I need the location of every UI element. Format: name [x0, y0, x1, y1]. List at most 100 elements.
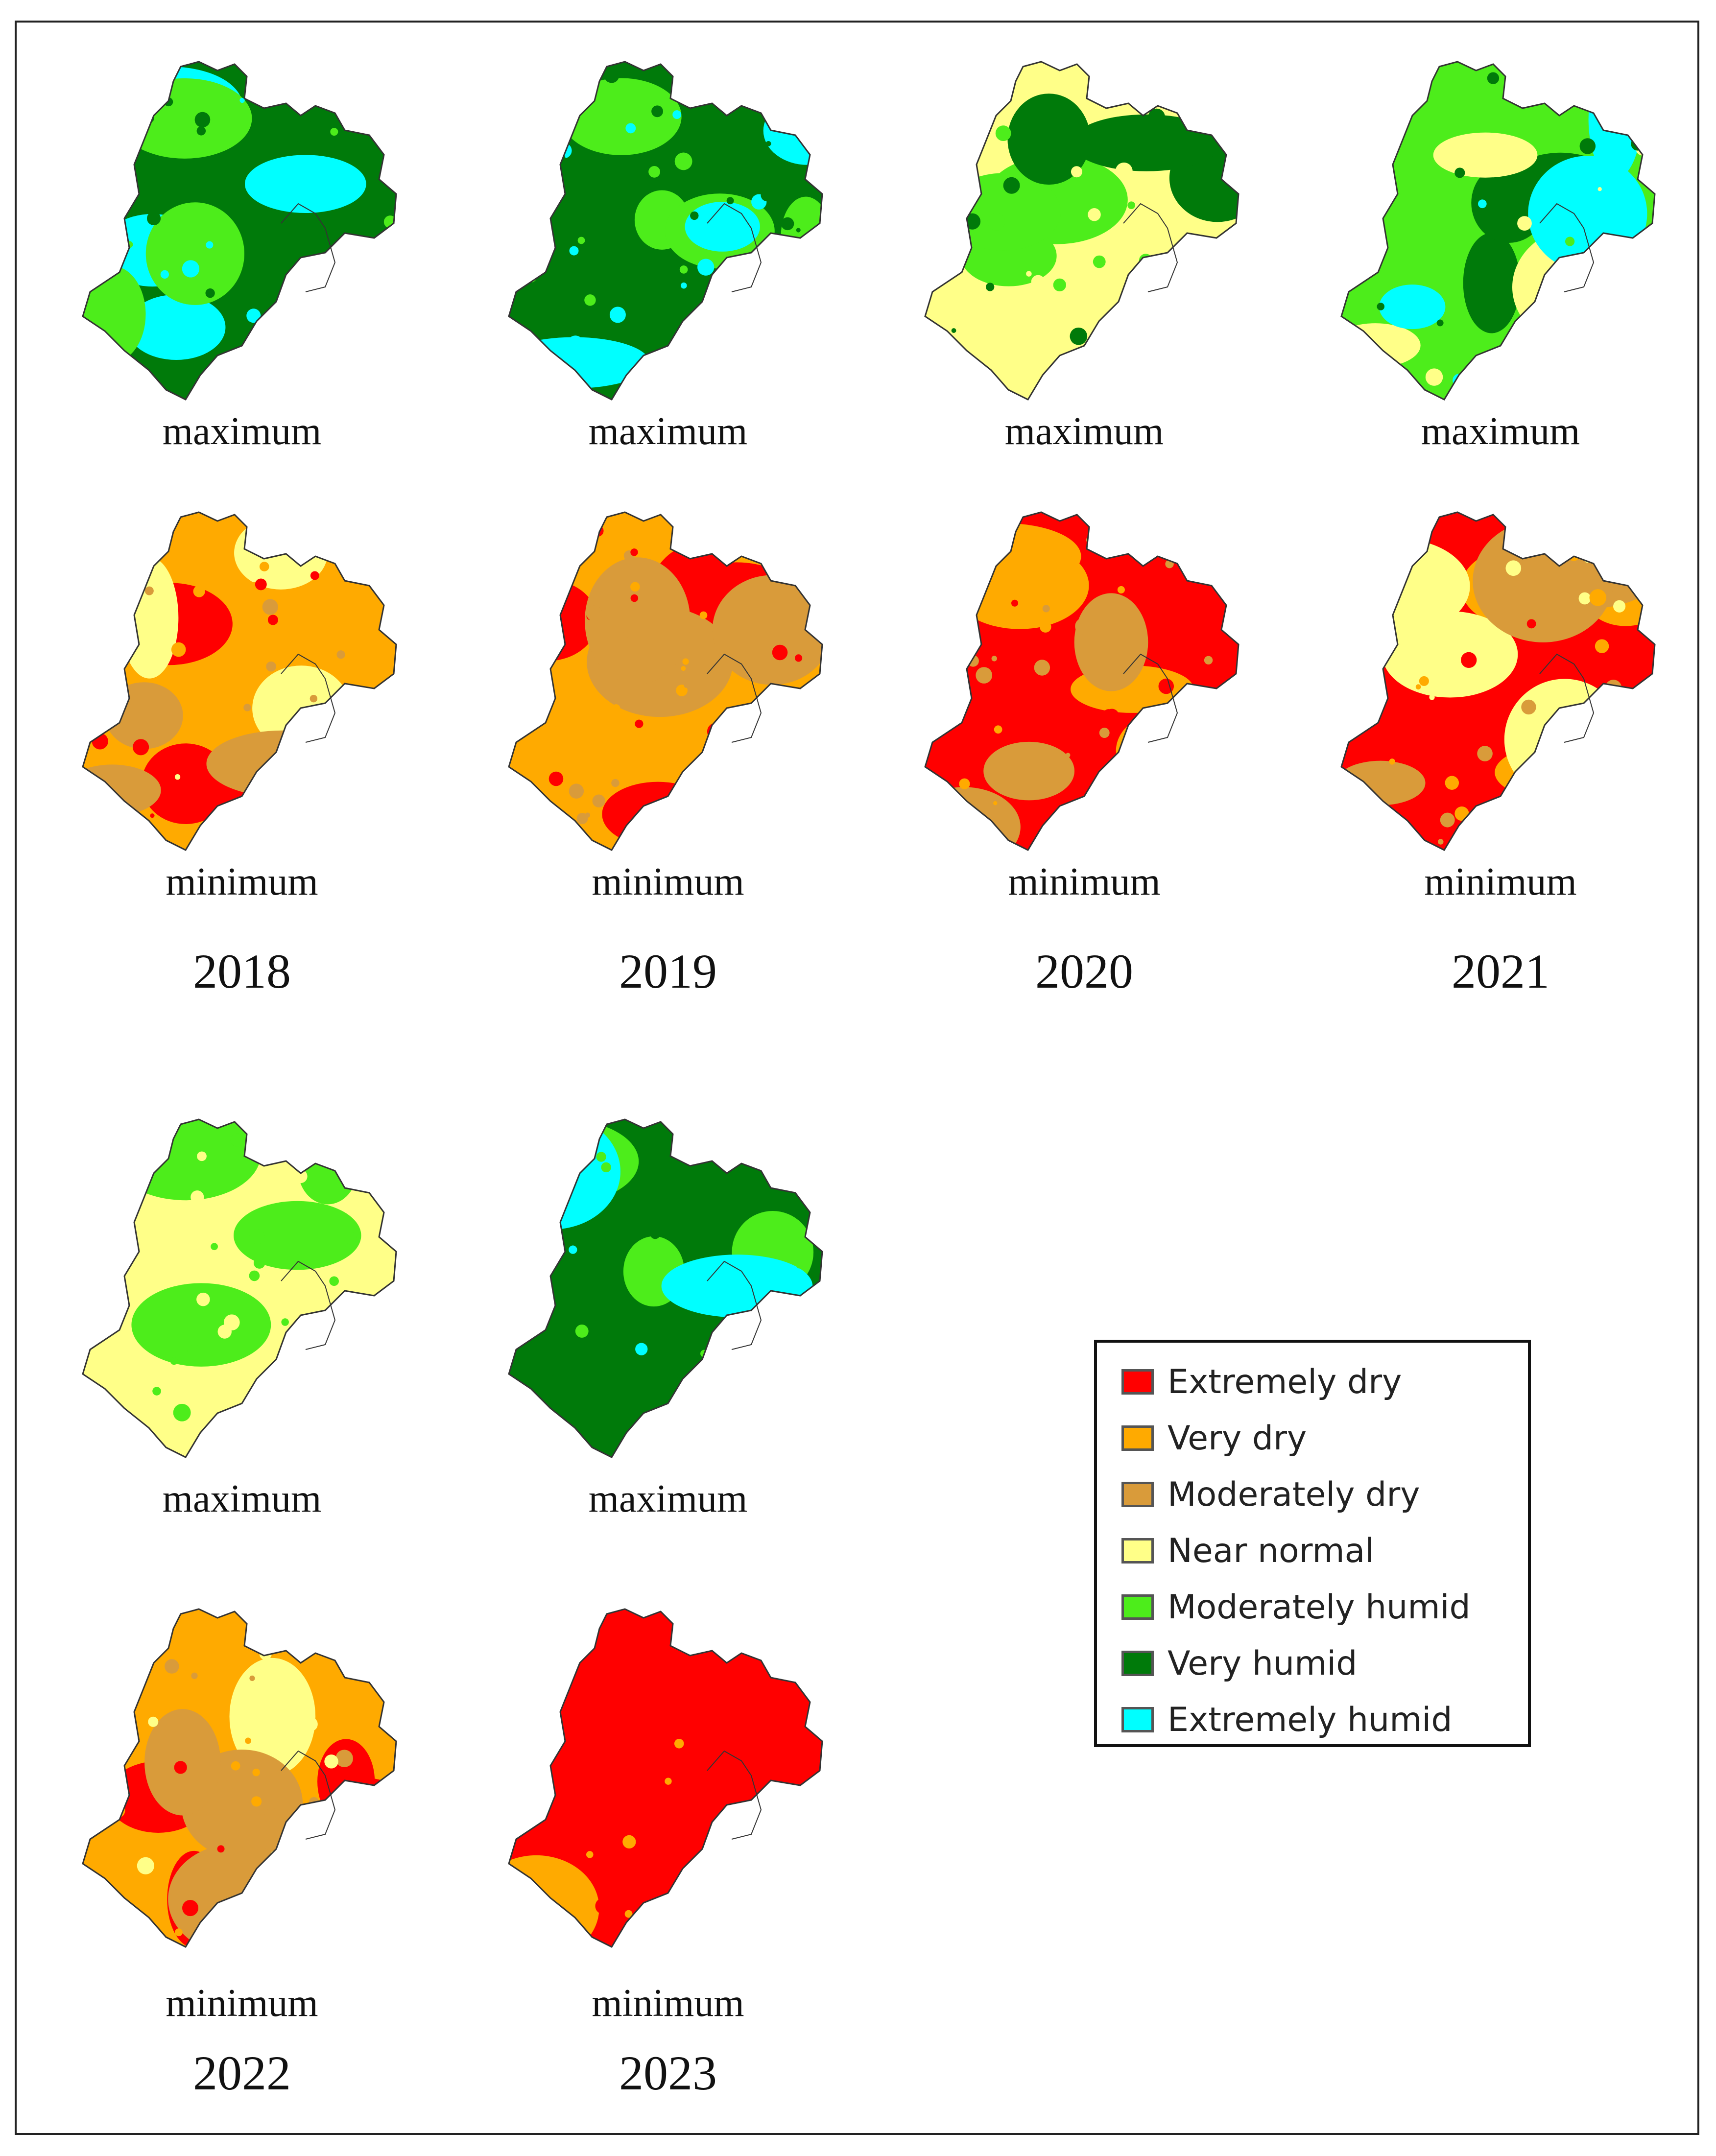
map-speckle: [543, 1432, 558, 1448]
map-speckle: [1115, 162, 1133, 180]
map-speckle: [764, 822, 771, 829]
map-speckle: [365, 565, 371, 571]
map-speckle: [147, 212, 161, 226]
map-speckle: [273, 1738, 280, 1746]
map-speckle: [752, 1417, 761, 1426]
map-speckle: [657, 1419, 665, 1427]
map-panel-2023-max: maximum: [497, 1114, 839, 1520]
map-speckle: [349, 246, 361, 258]
map-panel-2018-max: maximum: [71, 57, 413, 453]
map-speckle: [684, 683, 689, 688]
map-speckle: [612, 704, 620, 713]
map-speckle: [601, 1162, 611, 1173]
map-speckle: [585, 812, 591, 818]
map-speckle: [1411, 84, 1429, 101]
region-boundary: [1340, 511, 1656, 851]
map-speckle: [677, 1373, 683, 1379]
map-speckle: [368, 671, 381, 685]
map-speckle: [262, 1664, 272, 1675]
map-speckle: [780, 95, 793, 107]
map-fill: [509, 62, 822, 400]
map-speckle: [1222, 829, 1229, 835]
map-speckle: [630, 582, 640, 592]
map-speckle: [548, 151, 566, 169]
map-speckle: [790, 734, 796, 740]
map-speckle: [1468, 678, 1475, 686]
map-class-patch: [1473, 519, 1614, 642]
map-speckle: [1158, 678, 1174, 694]
map-speckle: [1526, 798, 1537, 808]
map-speckle: [1526, 619, 1536, 629]
map-speckle: [261, 285, 271, 296]
map-speckle: [334, 1619, 352, 1636]
map-caption: minimum: [592, 860, 744, 903]
map-class-patch: [117, 78, 252, 159]
map-speckle: [160, 270, 169, 279]
figure-frame: maximum maximum maximum maximum minimum …: [15, 21, 1699, 2135]
map-speckle: [994, 725, 1002, 734]
map-class-patch: [585, 557, 691, 685]
map-speckle: [595, 1898, 612, 1915]
map-speckle: [1075, 618, 1092, 635]
map-speckle: [722, 1848, 729, 1855]
subregion-boundary: [707, 653, 762, 743]
map-speckle: [676, 685, 688, 696]
map-class-patch: [1126, 327, 1189, 400]
map-speckle: [1117, 586, 1125, 593]
map-speckle: [1221, 77, 1228, 84]
map-speckle: [1168, 793, 1184, 809]
map-speckle: [796, 228, 801, 233]
map-speckle: [796, 549, 813, 566]
map-speckle: [171, 642, 186, 657]
map-panel-2020-max: maximum: [913, 57, 1256, 453]
region-boundary: [924, 511, 1239, 851]
map-speckle: [1504, 538, 1518, 551]
map-panel-2019-max: maximum: [497, 57, 839, 453]
map-speckle: [133, 739, 149, 756]
map-class-patch: [1382, 611, 1518, 698]
map-speckle: [263, 691, 271, 699]
map-speckle: [650, 1229, 661, 1239]
map-speckle: [194, 112, 211, 128]
map-speckle: [1182, 340, 1190, 349]
map-speckle: [217, 1845, 225, 1853]
map-speckle: [196, 126, 206, 136]
map-speckle: [300, 1905, 308, 1913]
region-map: [508, 511, 823, 851]
map-speckle: [308, 106, 326, 124]
map-speckle: [106, 79, 111, 85]
legend-label: Near normal: [1168, 1531, 1375, 1570]
map-speckle: [622, 1835, 636, 1849]
subregion-boundary: [1539, 653, 1595, 743]
map-speckle: [1521, 699, 1536, 715]
map-speckle: [1578, 592, 1591, 605]
map-speckle: [234, 372, 241, 379]
map-speckle: [236, 801, 246, 811]
map-speckle: [265, 713, 275, 723]
map-speckle: [695, 840, 702, 847]
map-speckle: [1445, 776, 1459, 790]
map-panel-2022-max: maximum: [71, 1114, 413, 1520]
map-speckle: [274, 796, 281, 803]
map-speckle: [611, 1429, 625, 1444]
map-speckle: [604, 68, 620, 83]
map-fill: [1341, 62, 1655, 400]
map-fill: [509, 1119, 822, 1457]
map-speckle: [1401, 831, 1410, 841]
map-speckle: [526, 1125, 544, 1143]
map-speckle: [1507, 385, 1513, 391]
map-speckle: [681, 666, 686, 671]
legend-item-moderately-humid: Moderately humid: [1121, 1583, 1471, 1632]
map-speckle: [528, 1157, 534, 1162]
map-speckle: [1062, 77, 1072, 87]
map-speckle: [653, 1906, 667, 1920]
legend-item-near-normal: Near normal: [1121, 1526, 1374, 1575]
map-speckle: [255, 1848, 270, 1863]
map-speckle: [243, 704, 251, 711]
map-speckle: [541, 635, 550, 643]
map-speckle: [317, 304, 329, 315]
map-speckle: [1612, 768, 1630, 786]
map-class-patch: [1071, 114, 1222, 171]
map-panel-2023-min: minimum: [497, 1604, 839, 2025]
map-speckle: [1374, 786, 1380, 793]
